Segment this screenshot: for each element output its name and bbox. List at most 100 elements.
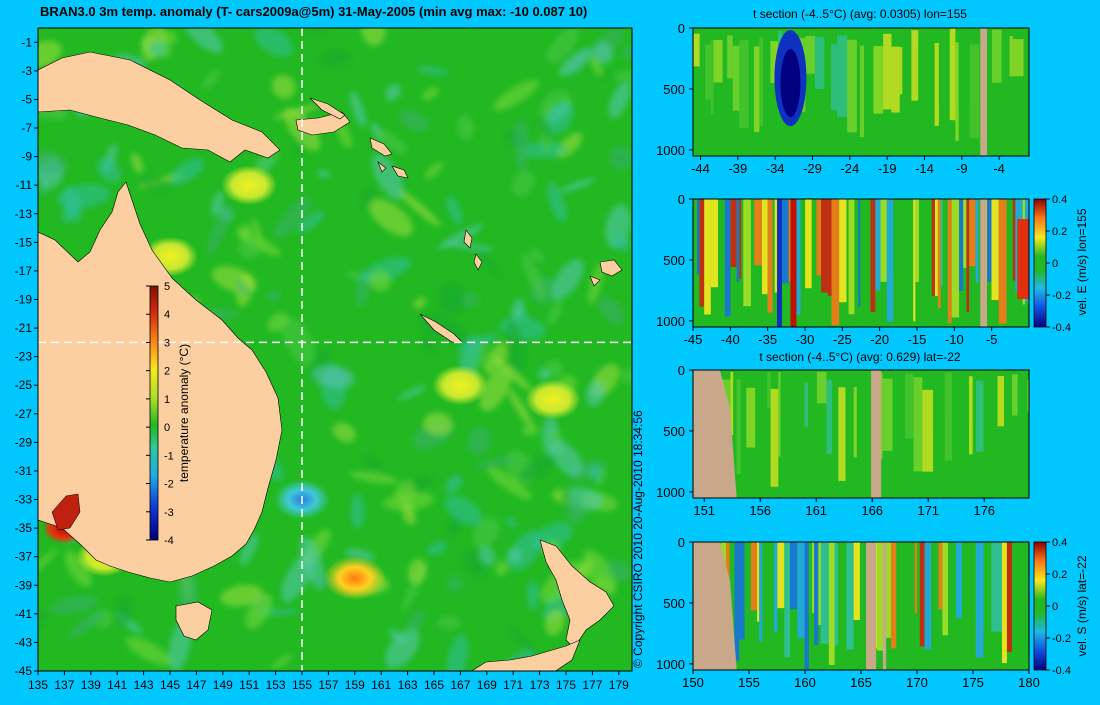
section-streak	[907, 199, 914, 275]
section-streak	[893, 199, 900, 277]
section-streak	[699, 44, 706, 132]
map-x-tick-label: 173	[530, 678, 550, 692]
section-streak	[722, 39, 728, 101]
section-streak	[797, 542, 805, 639]
vel-e-colorbar-ramp	[1033, 198, 1047, 328]
section-streak	[790, 374, 797, 431]
panel1-ticks: -44 -39 -34 -29 -24 -19 -14 -9 -4 0 500 1000	[656, 21, 1005, 176]
land-solomon-islands	[369, 137, 409, 179]
section-streak	[989, 385, 995, 437]
section-streak	[975, 199, 979, 283]
vel-s-colorbar-ramp	[1033, 541, 1047, 671]
section-streak	[902, 40, 909, 132]
section-land-gap	[882, 542, 887, 670]
section-streak	[965, 384, 969, 484]
section-streak	[846, 542, 854, 650]
section-streak	[866, 199, 871, 323]
map-y-tick-label: -37	[15, 550, 33, 564]
section-y-tick-label: 0	[678, 192, 685, 207]
section-x-tick-label: 170	[906, 675, 928, 690]
section-streak	[1006, 199, 1013, 282]
eddy-patch	[608, 82, 631, 119]
eddy-patch	[558, 47, 594, 77]
eddy-patch	[251, 216, 264, 245]
eddy-patch	[148, 40, 168, 57]
section-streak	[846, 199, 849, 301]
map-plot-area	[38, 28, 632, 671]
section-streak	[856, 370, 868, 459]
section-streak	[963, 199, 967, 268]
section-streak	[759, 37, 763, 127]
section-streak	[919, 542, 925, 647]
map-y-tick-label: -31	[15, 464, 33, 478]
section-streak	[957, 384, 962, 425]
map-y-tick-label: -11	[16, 178, 33, 192]
section-x-tick-label: 151	[693, 503, 715, 518]
land-australia	[38, 181, 283, 583]
section-streak	[952, 542, 956, 631]
eddy-patch	[426, 541, 447, 555]
eddy-patch	[621, 367, 632, 385]
cold-core-center	[780, 49, 801, 117]
map-y-tick-label: -39	[15, 578, 33, 592]
eddy-patch	[508, 388, 533, 428]
section-x-tick-label: -35	[758, 332, 777, 347]
map-x-tick-label: 135	[28, 678, 48, 692]
section-streak	[1001, 41, 1010, 126]
section-streak	[828, 542, 835, 665]
section-streak	[767, 542, 774, 609]
section-x-tick-label: 165	[850, 675, 872, 690]
section-streak	[705, 44, 711, 100]
eddy-patch	[311, 365, 355, 389]
eddy-patch	[513, 119, 529, 172]
map-x-tick-label: 151	[239, 678, 259, 692]
anomaly-hotspot	[324, 556, 386, 601]
panel3-ticks: 151 156 161 166 171 176 0 500 1000	[656, 363, 995, 518]
section-streak	[693, 33, 700, 67]
panel4-ticks: 150 155 160 165 170 175 180 0 500 1000	[656, 535, 1040, 690]
section-streak	[899, 199, 908, 278]
section-streak	[845, 385, 854, 473]
panel1-frame	[692, 27, 1030, 157]
section-streak	[770, 388, 779, 487]
map-x-tick-label: 163	[398, 678, 418, 692]
eddy-patch	[421, 87, 440, 101]
section-streak	[1019, 542, 1022, 650]
section-streak	[762, 40, 771, 117]
eddy-patch	[267, 312, 288, 332]
panel4-field	[693, 542, 1029, 670]
map-x-tick-label: 167	[450, 678, 470, 692]
section-streak	[997, 376, 1005, 427]
section-x-tick-label: 161	[805, 503, 827, 518]
section-streak	[800, 199, 806, 317]
section-streak	[730, 371, 734, 436]
temp-colorbar-tick-label: -1	[164, 450, 174, 462]
section-streak	[955, 542, 962, 618]
section-streak	[789, 542, 798, 610]
section-y-tick-label: 1000	[656, 143, 685, 158]
section-x-tick-label: -19	[878, 161, 897, 176]
section-y-tick-label: 500	[663, 82, 685, 97]
section-streak	[827, 29, 832, 75]
section-x-tick-label: -24	[840, 161, 859, 176]
eddy-patch	[551, 259, 584, 300]
anomaly-hotspot	[432, 365, 489, 406]
section-streak	[741, 199, 744, 305]
eddy-patch	[445, 474, 463, 494]
section-streak	[780, 376, 788, 464]
section-continental-slope	[693, 542, 737, 670]
map-x-tick-label: 141	[107, 678, 127, 692]
temp-colorbar-tick-label: 4	[164, 309, 170, 321]
section-streak	[710, 40, 714, 115]
section-streak	[750, 542, 758, 611]
section-streak	[831, 199, 840, 326]
section-x-tick-label: 156	[749, 503, 771, 518]
section-x-tick-label: -5	[986, 332, 998, 347]
section-y-tick-label: 0	[678, 21, 685, 36]
map-y-tick-label: -19	[15, 292, 33, 306]
section-streak	[938, 542, 943, 610]
eddy-patch	[548, 299, 563, 325]
vel-s-colorbar-label: vel. S (m/s) lat=-22	[1075, 555, 1089, 656]
section-streak	[733, 381, 737, 445]
